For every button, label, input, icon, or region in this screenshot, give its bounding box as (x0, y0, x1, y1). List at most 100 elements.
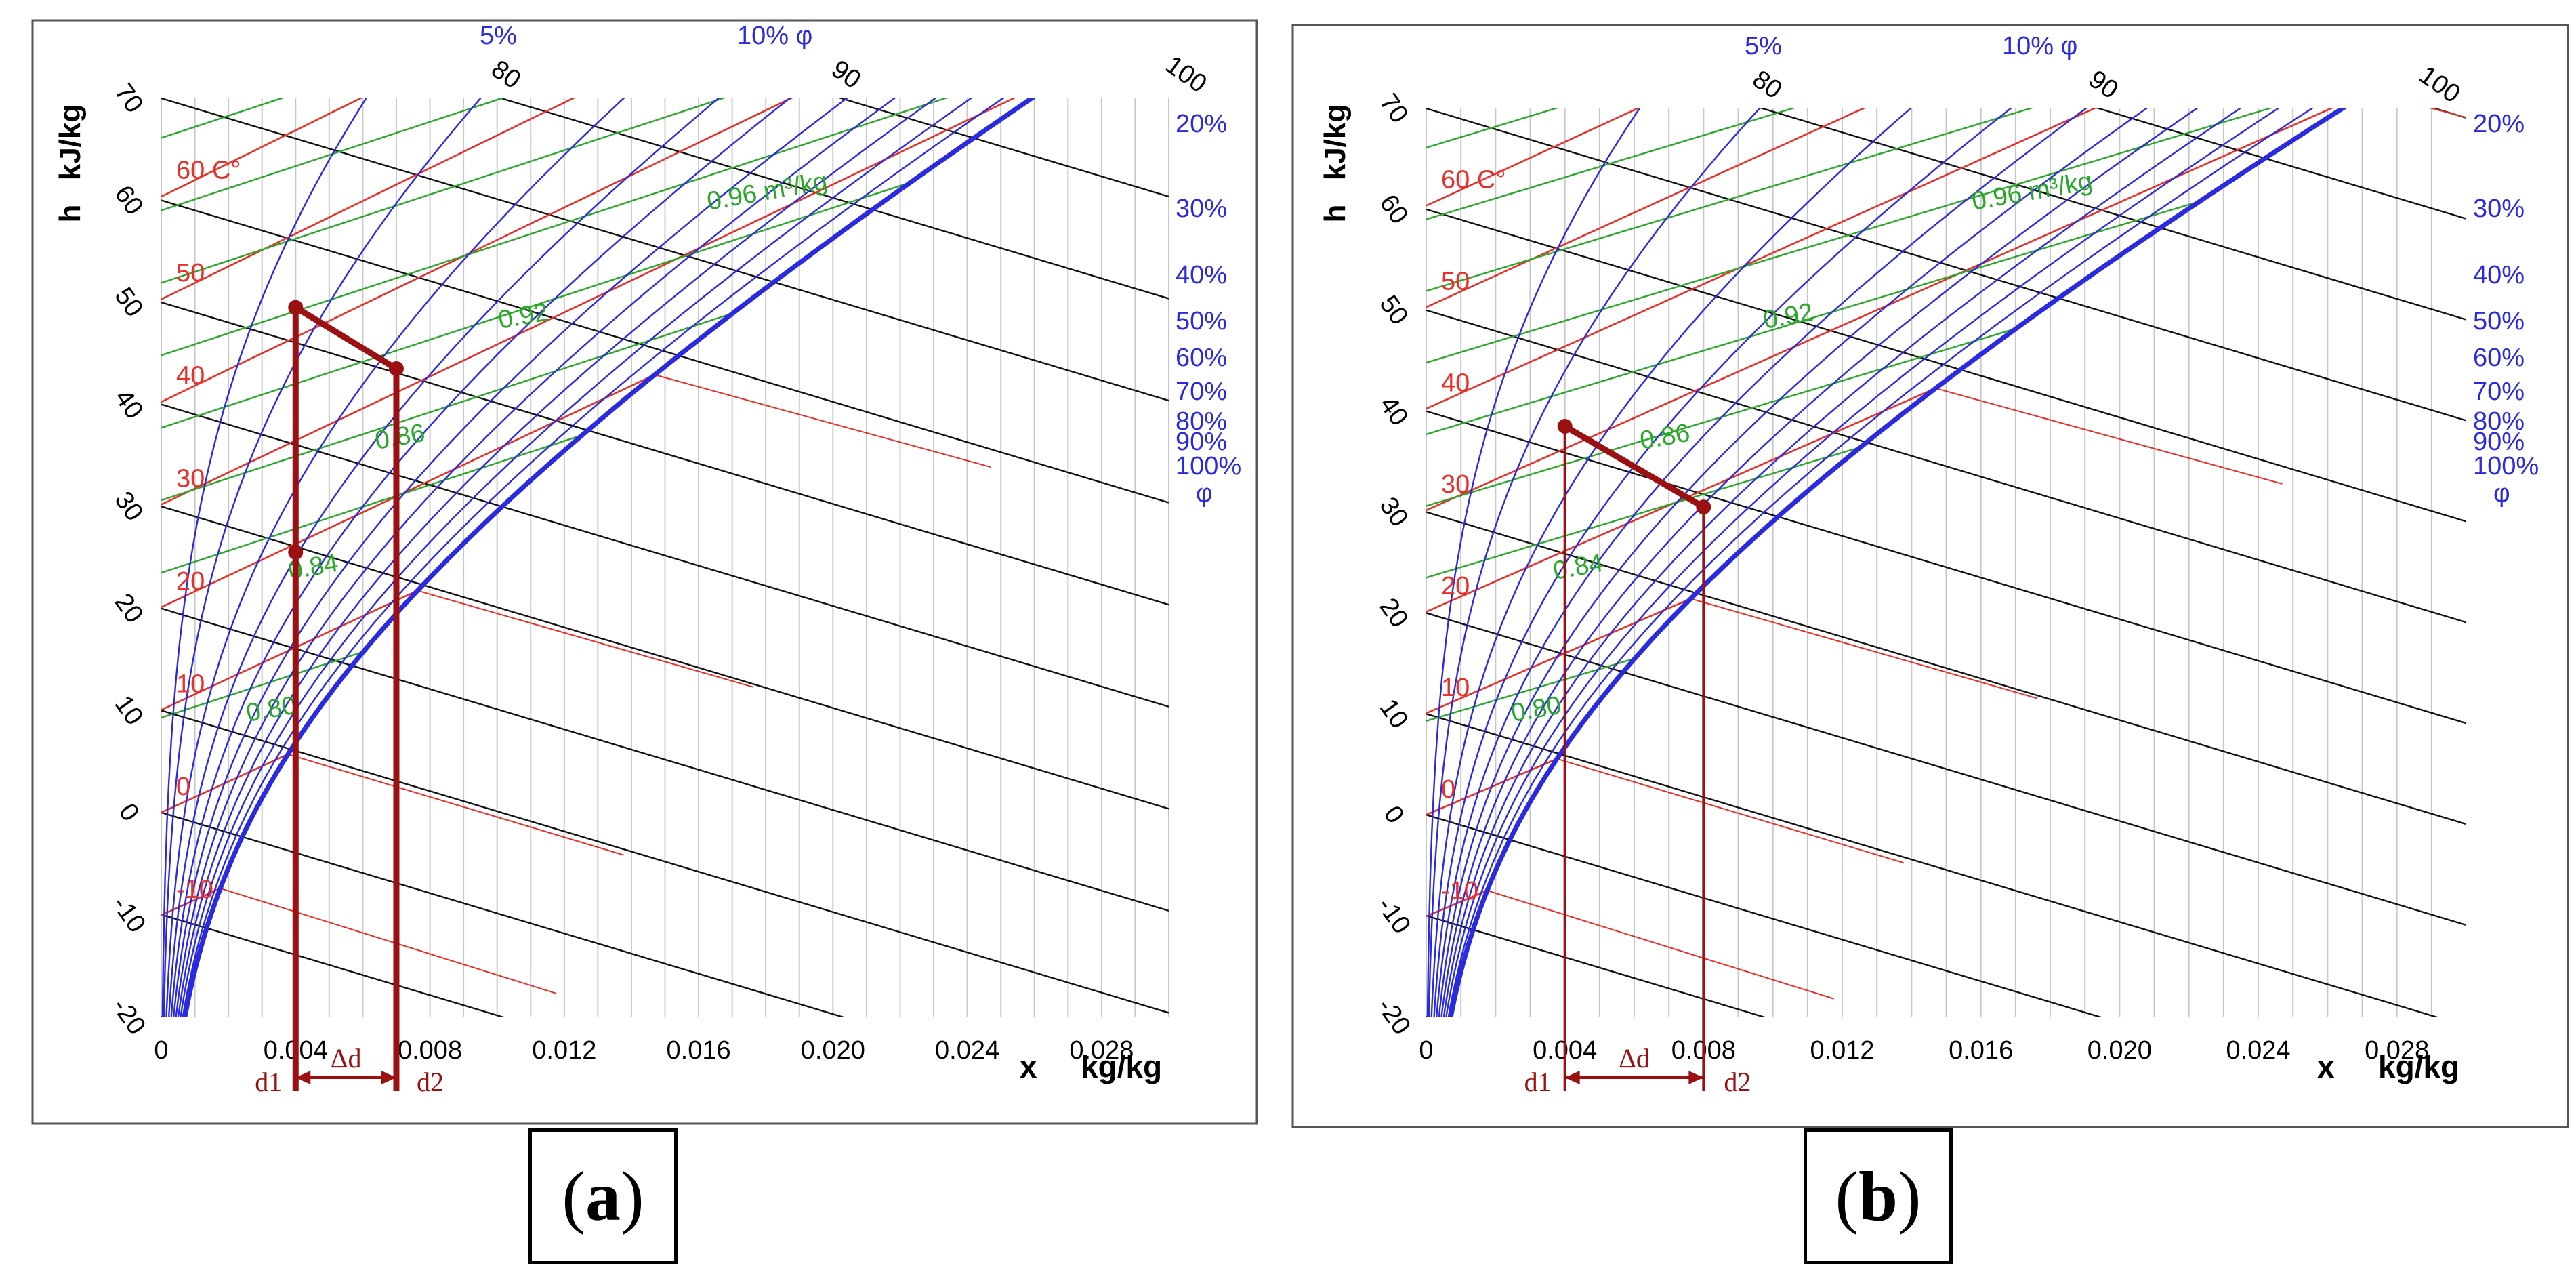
pa-rh-label: 20% (1176, 110, 1227, 138)
pb-process-point (1696, 499, 1711, 515)
pb-rh-label: 5% (1745, 32, 1782, 60)
pb-y-axis-unit: kJ/kg (1318, 104, 1352, 181)
pb-rh-curve (1436, 108, 2087, 1017)
pa-d1-label: d1 (255, 1067, 282, 1097)
pb-delta-d-label: Δd (1619, 1043, 1650, 1073)
pa-rh-curve (182, 98, 1036, 1017)
pa-temperature-line (161, 98, 1016, 506)
pb-volume-line (1426, 108, 2033, 292)
pb-rh-label: 70% (2473, 377, 2525, 406)
pa-process-point (388, 361, 404, 376)
pa-temperature-fog-line (220, 887, 557, 994)
pb-rh-label: 50% (2473, 307, 2525, 335)
pb-rh-curve (1430, 108, 1912, 1017)
pb-enthalpy-line (1426, 0, 2466, 17)
pa-rh-label: 40% (1176, 261, 1227, 289)
pb-enthalpy-line (1426, 410, 2466, 724)
pa-enthalpy-line (161, 403, 1169, 708)
pa-volume-line (161, 98, 726, 284)
pb-rh-curve (1445, 108, 2280, 1017)
pa-x-tick-label: 0.024 (935, 1036, 999, 1065)
pa-enthalpy-line (161, 301, 1169, 606)
pa-rh-label: φ (1196, 479, 1213, 508)
pa-temperature-line (161, 373, 655, 609)
pb-rh-label: 60% (2473, 344, 2525, 372)
pb-x-tick-label: 0.024 (2226, 1036, 2290, 1065)
pa-temperature-fog-line (287, 753, 624, 856)
pa-delta-d-arrowhead-right (381, 1071, 396, 1084)
pa-rh-curve (161, 98, 367, 1017)
pa-enthalpy-line (161, 506, 1169, 810)
pa-process-line (293, 304, 398, 371)
pa-temperature-label: 20 (176, 567, 205, 596)
pb-delta-d-arrowhead-right (1688, 1071, 1704, 1084)
pb-rh-label: φ (2493, 479, 2510, 508)
caption-b-letter: b (1858, 1157, 1898, 1235)
pa-delta-d-label: Δd (331, 1043, 362, 1073)
pb-enthalpy-line (1426, 713, 2438, 1017)
pb-temperature-fog-line (1690, 598, 2038, 699)
pb-temperature-label: -10 (1441, 877, 1478, 905)
pa-volume-line (161, 98, 948, 356)
pb-temperature-line (1426, 108, 2097, 410)
pb-temperature-label: 0 (1441, 775, 1455, 804)
pa-rh-label: 100% (1176, 452, 1241, 480)
pb-enthalpy-line (1760, 108, 2466, 321)
pa-enthalpy-line (161, 914, 505, 1017)
pb-temperature-label: 10 (1441, 674, 1470, 702)
pb-d1-label: d1 (1524, 1067, 1552, 1097)
pb-rh-label: 30% (2473, 195, 2525, 223)
pb-delta-d-arrowhead-left (1564, 1071, 1580, 1084)
pb-rh-label: 40% (2473, 261, 2525, 289)
pa-rh-label: 10% φ (737, 22, 812, 50)
pb-x-tick-label: 0.016 (1949, 1036, 2013, 1065)
pa-enthalpy-line (498, 98, 1169, 300)
pa-temperature-label: 30 (176, 464, 205, 493)
pb-rh-label: 100% (2473, 452, 2539, 480)
pa-y-axis-variable: h (54, 205, 87, 223)
pa-rh-curve (165, 98, 625, 1017)
pa-y-axis-unit: kJ/kg (54, 104, 87, 181)
pa-enthalpy-line (161, 199, 1169, 504)
pb-volume-line (1426, 108, 1795, 220)
pa-temperature-label: 60 C° (176, 156, 241, 184)
pa-process-point (288, 300, 304, 315)
pa-temperature-line (161, 98, 363, 198)
pa-temperature-line (161, 98, 575, 300)
pb-enthalpy-line (1426, 612, 2466, 926)
pb-enthalpy-line (1426, 108, 2466, 422)
pb-temperature-fog-line (1935, 387, 2283, 485)
pa-rh-curve (170, 98, 791, 1017)
pb-temperature-line (1426, 387, 1936, 613)
pb-y-axis-variable: h (1318, 205, 1352, 223)
pa-enthalpy-line (161, 607, 1169, 912)
pa-x-tick-label: 0 (154, 1036, 168, 1065)
pb-volume-line (1426, 108, 2272, 364)
pb-temperature-label: 30 (1441, 470, 1470, 499)
pa-rh-label: 30% (1176, 195, 1227, 223)
pa-x-tick-label: 0.008 (398, 1036, 462, 1065)
pa-x-tick-label: 0.028 (1069, 1036, 1134, 1065)
pa-rh-label: 80% (1176, 407, 1227, 436)
pb-temperature-label: 50 (1441, 267, 1470, 295)
pa-temperature-line (161, 98, 793, 403)
pb-temperature-label: 40 (1441, 369, 1470, 397)
pb-rh-curve (1438, 108, 2148, 1017)
pa-x-axis-variable: x (1020, 1049, 1037, 1084)
pa-temperature-label: 0 (176, 773, 190, 801)
pa-temperature-label: 40 (176, 362, 205, 390)
pa-x-tick-label: 0.020 (801, 1036, 865, 1065)
pa-rh-curve (167, 98, 720, 1017)
pb-rh-curve (1426, 108, 1641, 1017)
pb-volume-line (1426, 447, 1860, 579)
pb-process-line (1563, 424, 1705, 510)
pb-x-axis-unit: kg/kg (2378, 1049, 2459, 1084)
pb-frame (1291, 24, 2569, 1128)
pb-x-tick-label: 0.012 (1810, 1036, 1874, 1065)
pb-temperature-fog-line (2429, 108, 2466, 119)
pb-temperature-fog-line (1556, 758, 1904, 864)
pa-temperature-fog-line (417, 590, 754, 688)
pb-rh-curve (1433, 108, 2012, 1017)
pa-volume-line (161, 182, 909, 429)
